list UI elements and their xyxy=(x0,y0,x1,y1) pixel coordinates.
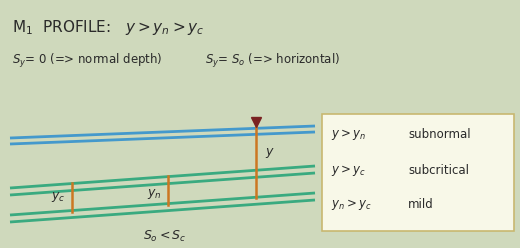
Text: $y_n$: $y_n$ xyxy=(147,187,161,201)
Text: $S_o < S_c$: $S_o < S_c$ xyxy=(143,228,187,244)
FancyBboxPatch shape xyxy=(322,114,514,231)
Text: $S_y$= $S_o$ (=> horizontal): $S_y$= $S_o$ (=> horizontal) xyxy=(205,52,340,70)
Text: M$_1$  PROFILE:   $y > y_n > y_c$: M$_1$ PROFILE: $y > y_n > y_c$ xyxy=(12,18,204,37)
Text: subnormal: subnormal xyxy=(408,128,471,142)
Text: $y > y_n$: $y > y_n$ xyxy=(331,127,366,143)
Text: $y$: $y$ xyxy=(265,146,275,160)
Text: subcritical: subcritical xyxy=(408,163,469,177)
Text: $y > y_c$: $y > y_c$ xyxy=(331,162,366,178)
Text: $y_n > y_c$: $y_n > y_c$ xyxy=(331,197,372,213)
Text: mild: mild xyxy=(408,198,434,212)
Text: $y_c$: $y_c$ xyxy=(51,190,65,204)
Text: $S_y$= 0 (=> normal depth): $S_y$= 0 (=> normal depth) xyxy=(12,52,162,70)
